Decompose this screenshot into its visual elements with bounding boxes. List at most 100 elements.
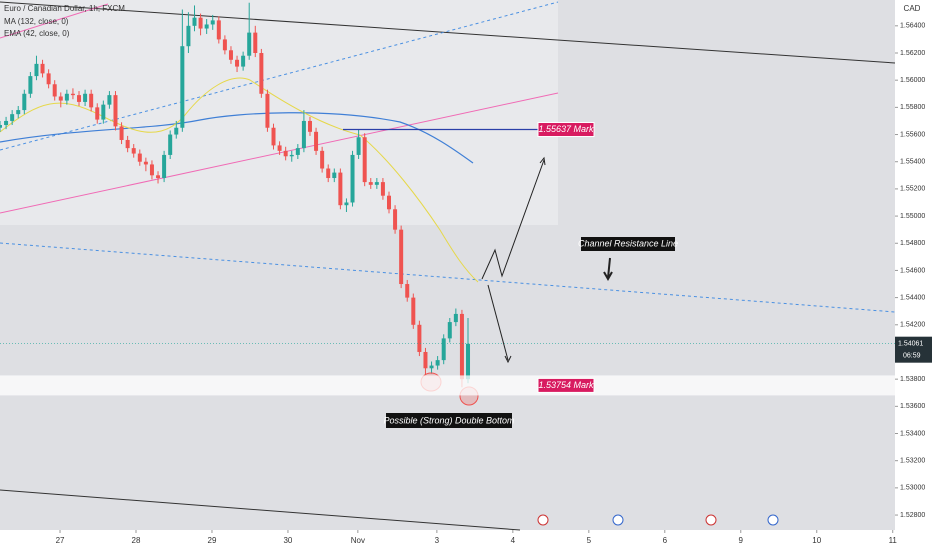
candle-body [113, 95, 118, 127]
candle-body [253, 32, 258, 53]
x-tick-label: Nov [351, 536, 365, 545]
candle-body [235, 59, 240, 67]
candle-body [216, 20, 221, 40]
event-icon[interactable] [767, 514, 779, 526]
candle-body [186, 25, 191, 47]
x-tick-label: 4 [511, 536, 516, 545]
candle-body [228, 50, 233, 60]
event-icon[interactable] [537, 514, 549, 526]
y-tick-label: 1.55400 [900, 159, 925, 166]
indicator-label: MA (132, close, 0) [4, 17, 69, 26]
candle-body [326, 168, 331, 179]
current-price: 1.54061 [898, 341, 923, 348]
candle-body [16, 110, 21, 115]
arrow-path [487, 284, 509, 361]
x-tick-label: 10 [812, 536, 821, 545]
x-tick-label: 3 [435, 536, 440, 545]
x-tick-label: 5 [587, 536, 592, 545]
candle-body [89, 93, 94, 108]
candle-body [95, 107, 100, 120]
projection-arrows [481, 156, 613, 364]
candle-body [131, 148, 136, 154]
candle-body [10, 114, 15, 121]
candle-body [137, 153, 142, 162]
candle-body [405, 284, 410, 298]
y-tick-label: 1.54800 [900, 240, 925, 247]
candle-body [459, 313, 464, 380]
annotation-box [386, 413, 512, 428]
event-icons [537, 514, 779, 526]
candle-body [435, 360, 440, 366]
x-tick-label: 11 [889, 536, 898, 545]
x-tick-label: 29 [208, 536, 217, 545]
candle-body [70, 93, 75, 96]
candle-body [4, 120, 9, 126]
candle-body [350, 154, 355, 203]
candle-body [295, 148, 300, 155]
candle-body [307, 120, 312, 132]
y-tick-label: 1.55800 [900, 104, 925, 111]
candle-body [143, 161, 148, 165]
candle-body [107, 95, 112, 105]
candle-body [429, 365, 434, 369]
candle-body [356, 137, 361, 155]
candle-body [101, 104, 106, 120]
candle-body [40, 63, 45, 74]
candle-body [271, 127, 276, 146]
price-tag [895, 336, 932, 363]
candle-body [399, 229, 404, 285]
y-tick-label: 1.53000 [900, 485, 925, 492]
ma-line [0, 112, 474, 164]
y-tick-label: 1.53200 [900, 458, 925, 465]
candle-body [198, 17, 203, 29]
x-tick-label: 28 [132, 536, 141, 545]
x-tick-label: 6 [663, 536, 668, 545]
annotation: Channel Resistance Line [578, 238, 678, 248]
candle-body [466, 343, 471, 380]
event-icon[interactable] [612, 514, 624, 526]
candle-body [46, 73, 51, 85]
candle-body [77, 95, 82, 102]
candle-body [368, 182, 373, 185]
candle-body [180, 46, 185, 128]
candle-body [64, 93, 69, 101]
candle-body [411, 297, 416, 325]
x-tick-label: 27 [56, 536, 65, 545]
candle-body [393, 209, 398, 230]
y-tick-label: 1.56200 [900, 50, 925, 57]
candle-body [119, 126, 124, 140]
y-tick-label: 1.55200 [900, 186, 925, 193]
countdown: 06:59 [903, 353, 921, 360]
time-axis [0, 530, 895, 550]
candle-body [362, 137, 367, 183]
channel-line [0, 1, 559, 151]
level-label: 1.53754 Mark [538, 380, 594, 390]
candle-body [174, 127, 179, 135]
trend-line [0, 489, 521, 531]
channel-line [0, 92, 559, 214]
candle-body [156, 175, 161, 179]
y-tick-label: 1.53600 [900, 403, 925, 410]
ema-line [0, 77, 479, 283]
annotation-box [581, 237, 675, 251]
arrow-head [504, 355, 512, 364]
y-tick-label: 1.56000 [900, 77, 925, 84]
candle-body [149, 164, 154, 176]
candle-body [441, 338, 446, 361]
y-tick-label: 1.55600 [900, 131, 925, 138]
candle-body [277, 145, 282, 151]
candle-body [168, 134, 173, 155]
y-tick-label: 1.53400 [900, 430, 925, 437]
candle-body [204, 24, 209, 29]
candle-body [222, 39, 227, 51]
arrow-path [481, 159, 545, 280]
y-tick-label: 1.53800 [900, 376, 925, 383]
candle-body [423, 351, 428, 369]
event-icon[interactable] [705, 514, 717, 526]
candle-body [283, 150, 288, 157]
candle-body [259, 53, 264, 94]
candle-body [380, 182, 385, 196]
candle-body [162, 154, 167, 179]
annotation: Possible (Strong) Double Bottom [383, 415, 515, 425]
candle-body [34, 63, 39, 77]
